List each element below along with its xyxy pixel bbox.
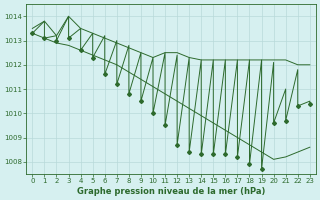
- X-axis label: Graphe pression niveau de la mer (hPa): Graphe pression niveau de la mer (hPa): [77, 187, 265, 196]
